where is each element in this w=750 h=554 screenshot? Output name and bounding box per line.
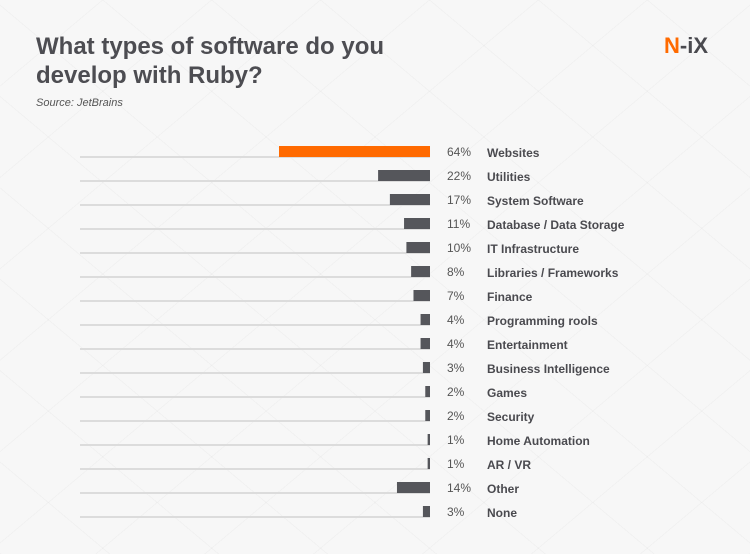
category-label: Utilities — [487, 170, 531, 184]
bar — [396, 482, 430, 493]
bar — [406, 242, 430, 253]
bar — [411, 266, 430, 277]
bar-track — [80, 228, 430, 230]
category-label: Database / Data Storage — [487, 218, 625, 232]
category-label: Programming rools — [487, 314, 598, 328]
bar-track — [80, 468, 430, 470]
data-label: 17% — [447, 193, 471, 207]
bar-track — [80, 372, 430, 374]
chart-title: What types of software do you develop wi… — [36, 33, 385, 89]
bar — [413, 290, 430, 301]
category-label: Business Intelligence — [487, 362, 610, 376]
bar-track — [80, 420, 430, 422]
bar-track — [80, 396, 430, 398]
category-label: Entertainment — [487, 338, 568, 352]
bar-track — [80, 276, 430, 278]
bar — [420, 338, 430, 349]
bar — [422, 362, 430, 373]
bar — [422, 506, 430, 517]
bar-track — [80, 348, 430, 350]
category-label: Libraries / Frameworks — [487, 266, 619, 280]
category-label: Home Automation — [487, 434, 590, 448]
category-label: System Software — [487, 194, 584, 208]
bar — [425, 386, 430, 397]
source-note: Source: JetBrains — [36, 97, 123, 109]
bar — [279, 146, 430, 157]
data-label: 14% — [447, 481, 471, 495]
data-label: 7% — [447, 289, 465, 303]
data-label: 4% — [447, 313, 465, 327]
bar — [427, 458, 430, 469]
bar — [425, 410, 430, 421]
bar-track — [80, 492, 430, 494]
category-label: Websites — [487, 146, 540, 160]
data-label: 11% — [447, 217, 470, 231]
bar — [404, 218, 430, 229]
data-label: 1% — [447, 457, 465, 471]
data-label: 4% — [447, 337, 465, 351]
data-label: 10% — [447, 241, 471, 255]
logo-rest: -iX — [679, 33, 709, 58]
bar-track — [80, 252, 430, 254]
data-label: 3% — [447, 361, 465, 375]
bar-track — [80, 204, 430, 206]
bar-track — [80, 180, 430, 182]
category-label: None — [487, 506, 517, 520]
category-label: Games — [487, 386, 527, 400]
bar-track — [80, 324, 430, 326]
bar — [420, 314, 430, 325]
logo: N-iX — [664, 33, 708, 59]
data-label: 64% — [447, 145, 471, 159]
bar-track — [80, 300, 430, 302]
category-label: IT Infrastructure — [487, 242, 579, 256]
bar — [427, 434, 430, 445]
data-label: 22% — [447, 169, 471, 183]
bar — [378, 170, 430, 181]
data-label: 3% — [447, 505, 465, 519]
data-label: 2% — [447, 409, 465, 423]
category-label: Security — [487, 410, 535, 424]
bar-track — [80, 156, 430, 158]
data-label: 1% — [447, 433, 465, 447]
category-label: Finance — [487, 290, 533, 304]
bar-track — [80, 444, 430, 446]
bar-track — [80, 516, 430, 518]
category-label: Other — [487, 482, 519, 496]
bar — [389, 194, 430, 205]
logo-n: N — [664, 33, 680, 58]
category-label: AR / VR — [487, 458, 531, 472]
data-label: 8% — [447, 265, 465, 279]
data-label: 2% — [447, 385, 465, 399]
